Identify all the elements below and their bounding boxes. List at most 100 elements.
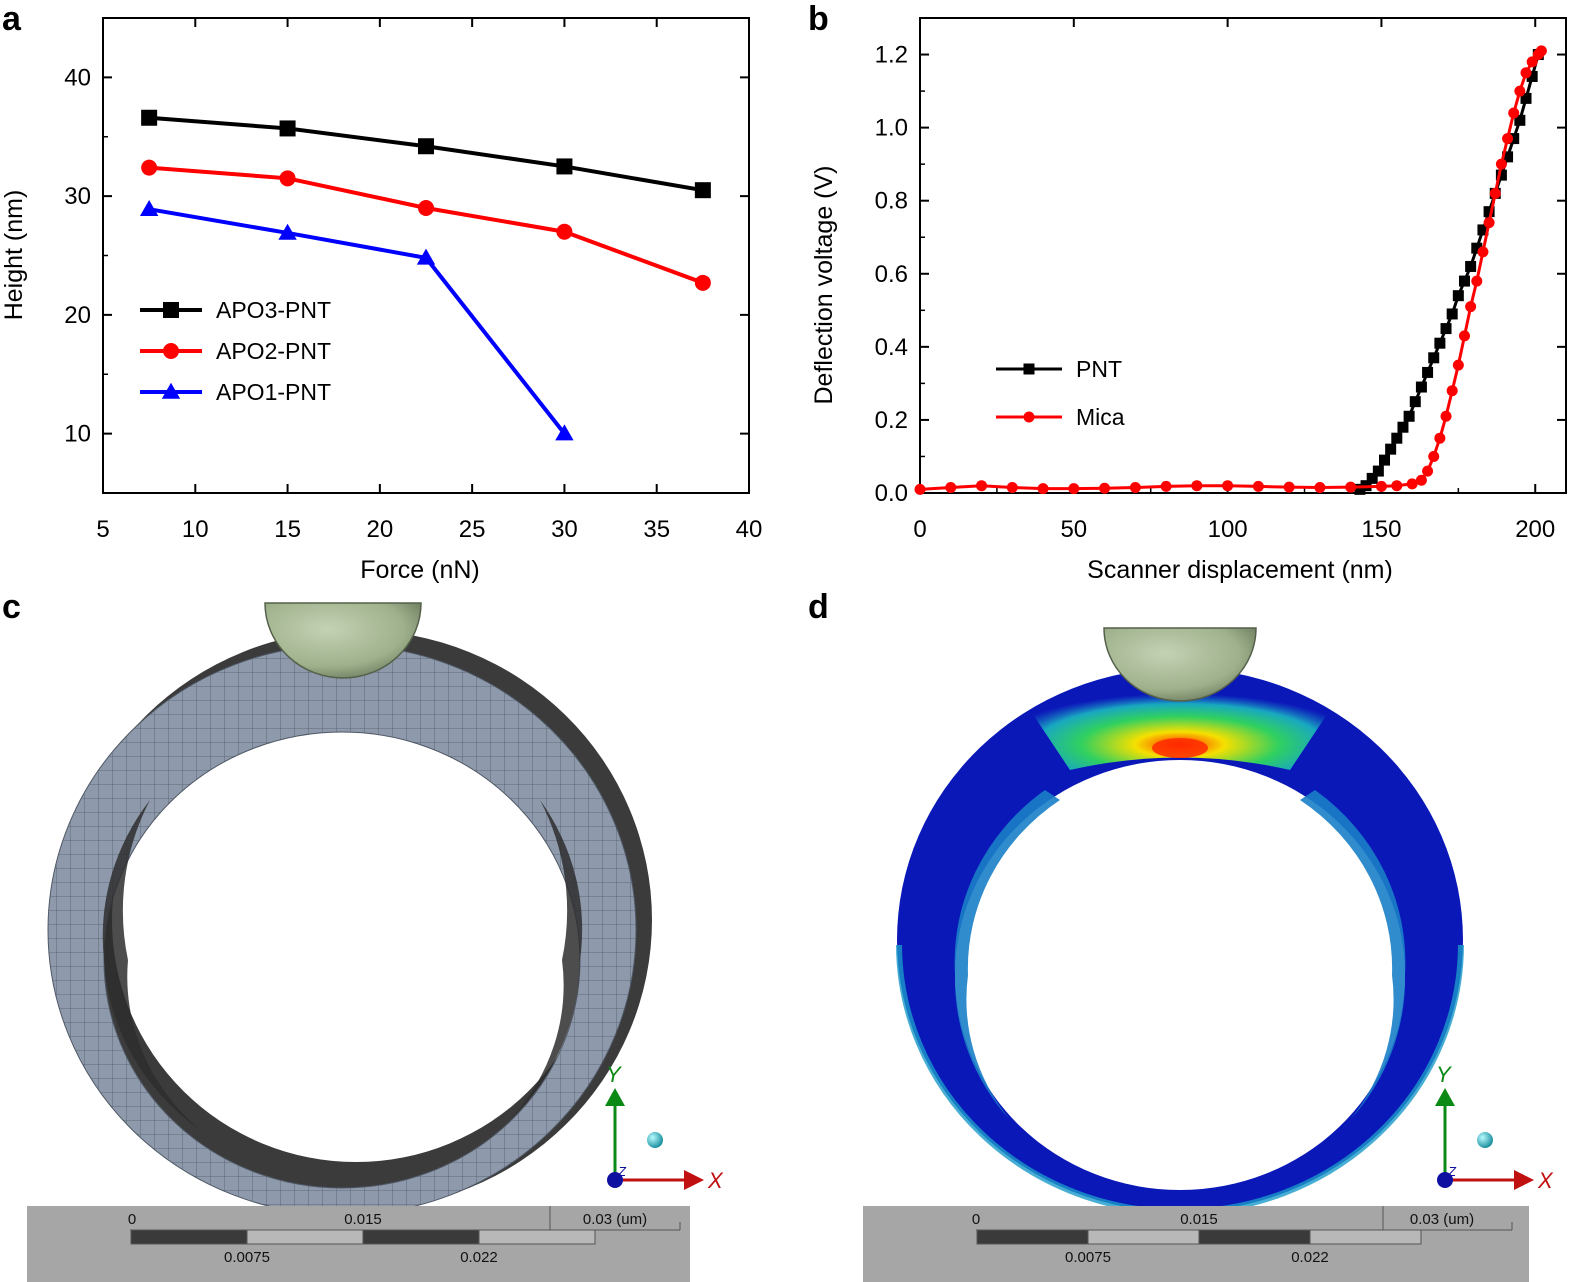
plot-a-legend: APO3-PNT APO2-PNT APO1-PNT — [140, 297, 331, 405]
afm-tip-d — [1103, 627, 1257, 702]
data-point — [1375, 480, 1387, 492]
panel-a: a 5 10 15 20 25 30 35 40 10 20 30 40 APO3-PNT APO2-P… — [0, 0, 762, 584]
x-tick-label: 25 — [459, 516, 486, 543]
data-point — [1520, 67, 1532, 79]
data-point — [139, 199, 159, 216]
scale-d-label-0: 0 — [972, 1211, 980, 1228]
plot-b-frame — [919, 17, 1567, 494]
panel-b-letter: b — [808, 0, 829, 38]
data-point — [1037, 483, 1049, 495]
panel-c: c Y Z X 0 — [2, 588, 724, 1282]
data-point — [418, 200, 434, 216]
plot-b-legend: PNT Mica — [996, 356, 1125, 430]
data-point — [1458, 275, 1470, 287]
plot-a-x-axis-title: Force (nN) — [360, 556, 479, 584]
data-point — [279, 170, 296, 187]
data-point — [1514, 85, 1526, 97]
panel-d: d Y Z X — [808, 588, 1554, 1282]
scale-c-label-1: 0.015 — [344, 1211, 382, 1228]
scale-d-label-3: 0.0075 — [1065, 1249, 1111, 1266]
tube-d-rim-right — [1300, 790, 1406, 1120]
scale-c-label-4: 0.022 — [460, 1249, 498, 1266]
triad-c: Y Z X — [605, 1062, 724, 1193]
data-point — [1422, 465, 1434, 477]
panel-b: b 0 50 100 150 200 0.0 0.2 0.4 0.6 0.8 1.0 1.2 PNT M… — [808, 0, 1567, 584]
panel-d-letter: d — [808, 588, 829, 626]
legend-label: APO2-PNT — [216, 338, 331, 364]
y-arrow-icon — [605, 1088, 625, 1106]
data-point — [1252, 480, 1264, 492]
data-point — [1452, 359, 1464, 371]
y-tick-label: 1.0 — [875, 115, 908, 142]
data-point — [141, 159, 158, 176]
x-tick-label: 20 — [367, 516, 394, 543]
data-point — [1403, 410, 1415, 422]
legend-marker — [163, 343, 179, 359]
data-point — [1222, 480, 1234, 492]
series-APO1-PNT — [139, 199, 574, 441]
data-point — [1068, 483, 1080, 495]
data-point — [1465, 301, 1477, 313]
data-point — [1379, 454, 1391, 466]
x-tick-label: 0 — [913, 516, 926, 543]
y-tick-label: 0.2 — [875, 407, 908, 434]
triad-c-x-label: X — [707, 1168, 724, 1193]
data-point — [1526, 56, 1538, 68]
data-point — [1502, 133, 1514, 145]
data-point — [1191, 480, 1203, 492]
x-tick-label: 200 — [1515, 516, 1555, 543]
data-point — [1483, 217, 1495, 229]
data-point — [1409, 396, 1421, 408]
scale-c-label-0: 0 — [128, 1211, 136, 1228]
x-tick-label: 5 — [96, 516, 109, 543]
data-point — [1366, 472, 1378, 484]
data-point — [1415, 474, 1427, 486]
series-line — [919, 49, 1543, 491]
stress-peak — [1152, 738, 1208, 758]
data-point — [1520, 92, 1532, 104]
data-point — [1428, 450, 1440, 462]
data-point — [976, 480, 988, 492]
plot-a-y-axis-title: Height (nm) — [0, 190, 28, 321]
data-point — [1502, 151, 1514, 163]
data-point — [1372, 465, 1384, 477]
legend-label: APO3-PNT — [216, 297, 331, 323]
plot-b-series — [914, 45, 1547, 495]
legend-marker — [1023, 411, 1035, 423]
y-tick-label: 0.8 — [875, 188, 908, 215]
y-tick-label: 0.6 — [875, 261, 908, 288]
data-point — [1446, 385, 1458, 397]
data-point — [1006, 482, 1018, 494]
triad-c-y-label: Y — [606, 1062, 622, 1087]
tube-c-inner-shadow-right — [510, 800, 583, 1120]
x-tick-label: 150 — [1361, 516, 1401, 543]
x-tick-label: 35 — [643, 516, 670, 543]
x-tick-label: 10 — [182, 516, 209, 543]
data-point — [556, 223, 573, 240]
legend-label: Mica — [1076, 404, 1125, 430]
series-APO3-PNT — [141, 109, 711, 199]
data-point — [1452, 290, 1464, 302]
data-point — [1458, 330, 1470, 342]
data-point — [555, 424, 574, 441]
data-point — [556, 158, 573, 175]
view-ball-icon — [1477, 1132, 1493, 1148]
data-point — [1391, 432, 1403, 444]
data-point — [1508, 107, 1520, 119]
data-point — [1440, 410, 1452, 422]
data-point — [1483, 206, 1495, 218]
series-line — [148, 207, 566, 435]
data-point — [1099, 482, 1111, 494]
y-tick-label: 0.4 — [875, 334, 908, 361]
scale-c-label-3: 0.0075 — [224, 1249, 270, 1266]
triad-d-x-label: X — [1537, 1168, 1554, 1193]
y-arrow-icon — [1435, 1088, 1455, 1106]
data-point — [416, 248, 436, 265]
x-arrow-icon — [1514, 1170, 1534, 1190]
panel-a-letter: a — [2, 0, 22, 38]
data-point — [1508, 133, 1520, 145]
data-point — [1465, 260, 1477, 272]
data-point — [1406, 478, 1418, 490]
data-point — [1434, 432, 1446, 444]
